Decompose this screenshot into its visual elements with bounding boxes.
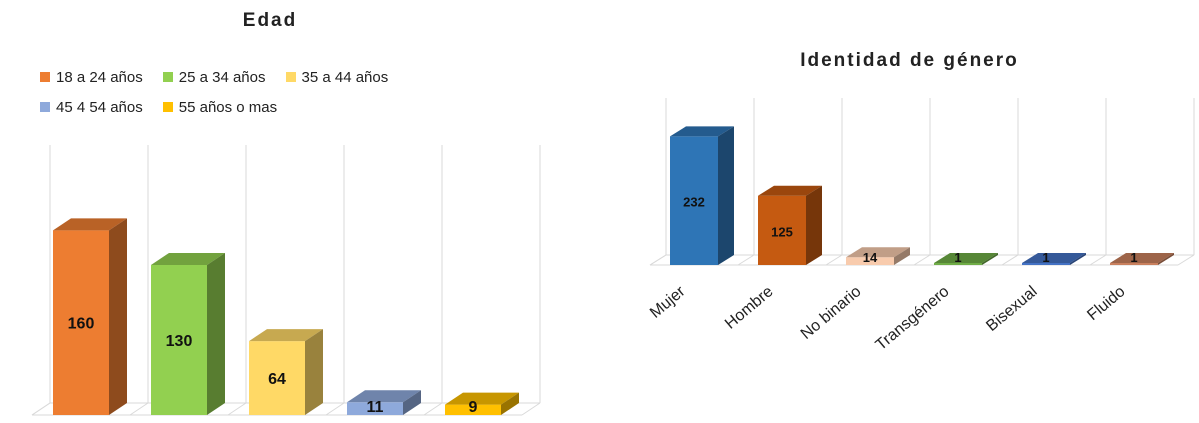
legend-item-4: 55 años o mas <box>162 98 278 116</box>
legend-swatch-2 <box>285 72 296 82</box>
legend-item-0: 18 a 24 años <box>40 69 143 86</box>
bar-front <box>53 230 109 415</box>
bar-side <box>207 252 225 415</box>
bar-side <box>403 390 421 415</box>
bar-front <box>846 257 894 265</box>
gridline-depth <box>1089 254 1107 266</box>
bar-side <box>718 126 734 265</box>
bar <box>1110 253 1174 265</box>
data-label: 14 <box>863 250 878 265</box>
gridline-depth <box>737 254 755 266</box>
bar <box>846 247 910 265</box>
bar-front <box>934 263 982 265</box>
category-label: Fluido <box>1084 283 1128 324</box>
gridline-depth <box>825 254 843 266</box>
edad-chart-title: Edad <box>242 10 298 31</box>
bar-top <box>1022 253 1086 263</box>
bar <box>758 185 822 265</box>
bar-top <box>934 253 998 263</box>
gridline-depth <box>521 402 541 416</box>
bar-top <box>249 329 323 342</box>
bar-front <box>1110 263 1158 265</box>
bar-front <box>347 402 403 415</box>
gridline-depth <box>129 402 149 416</box>
gridline-depth <box>31 402 51 416</box>
bar-top <box>347 390 421 403</box>
bar-front <box>670 136 718 265</box>
legend-label-1: 25 a 34 años <box>178 68 266 86</box>
bar-top <box>445 392 519 405</box>
data-label: 1 <box>1130 250 1137 265</box>
bar <box>347 390 421 415</box>
legend-label-3: 45 4 54 años <box>56 98 143 116</box>
data-label: 1 <box>954 250 961 265</box>
data-label: 232 <box>683 195 705 210</box>
bar <box>445 392 519 415</box>
legend-label-2: 35 a 44 años <box>301 68 389 86</box>
gridline-depth <box>649 254 667 266</box>
bar-top <box>670 126 734 137</box>
bar-top <box>846 247 910 258</box>
bar-top <box>1110 253 1174 263</box>
category-label: Bisexual <box>983 283 1040 335</box>
bar <box>249 329 323 415</box>
category-label: No binario <box>798 283 865 343</box>
bar-top <box>758 185 822 196</box>
genero-chart: 232 Mujer 125 Hombre 14 No binario 1 Transgéner… <box>620 0 1199 423</box>
gridlines <box>649 98 1195 266</box>
category-label: Transgénero <box>873 283 953 354</box>
bar-side <box>501 392 519 415</box>
bar-side <box>305 329 323 415</box>
category-label: Hombre <box>722 283 777 333</box>
bar-top <box>53 218 127 231</box>
bar-side <box>1070 253 1086 265</box>
bar-side <box>806 185 822 265</box>
bar-front <box>151 264 207 415</box>
legend-swatch-0 <box>40 72 50 82</box>
data-label: 130 <box>166 333 193 350</box>
legend-item-2: 35 a 44 años <box>285 68 389 86</box>
genero-chart-title: Identidad de género <box>800 50 1019 71</box>
data-label: 11 <box>367 399 384 416</box>
bar <box>670 126 734 265</box>
legend-item-1: 25 a 34 años <box>162 68 266 86</box>
legend-label-4: 55 años o mas <box>178 98 278 116</box>
bar-side <box>894 247 910 265</box>
bar-top <box>151 252 225 265</box>
legend-swatch-4 <box>162 102 173 112</box>
gridline-depth <box>227 402 247 416</box>
legend-label-0: 18 a 24 años <box>56 68 143 86</box>
gridline-depth <box>913 254 931 266</box>
gridline-depth <box>1177 254 1195 266</box>
data-label: 125 <box>771 224 793 239</box>
bar <box>934 253 998 265</box>
data-label: 9 <box>469 399 478 416</box>
data-label: 64 <box>268 371 286 388</box>
bar <box>151 252 225 415</box>
bar-front <box>249 341 305 415</box>
bar-front <box>1022 263 1070 265</box>
edad-plot: 160 130 64 11 9 <box>31 145 541 416</box>
legend-swatch-1 <box>162 72 173 82</box>
data-label: 1 <box>1042 250 1049 265</box>
genero-plot: 232 Mujer 125 Hombre 14 No binario 1 Transgéner… <box>647 98 1195 354</box>
bar-side <box>109 218 127 415</box>
bar <box>1022 253 1086 265</box>
data-label: 160 <box>68 316 95 333</box>
bar-side <box>982 253 998 265</box>
edad-chart: 160 130 64 11 9 Edad 18 a 24 años 25 a 34 añ… <box>0 0 580 423</box>
legend-swatch-3 <box>40 102 50 112</box>
gridline-depth <box>1001 254 1019 266</box>
bar-side <box>1158 253 1174 265</box>
gridline-depth <box>423 402 443 416</box>
bar-front <box>445 404 501 415</box>
bar-front <box>758 195 806 265</box>
bar <box>53 218 127 415</box>
legend-item-3: 45 4 54 años <box>40 99 143 116</box>
category-label: Mujer <box>647 283 689 322</box>
edad-legend: 18 a 24 años 25 a 34 años 35 a 44 años 4… <box>40 62 540 122</box>
gridline-depth <box>325 402 345 416</box>
